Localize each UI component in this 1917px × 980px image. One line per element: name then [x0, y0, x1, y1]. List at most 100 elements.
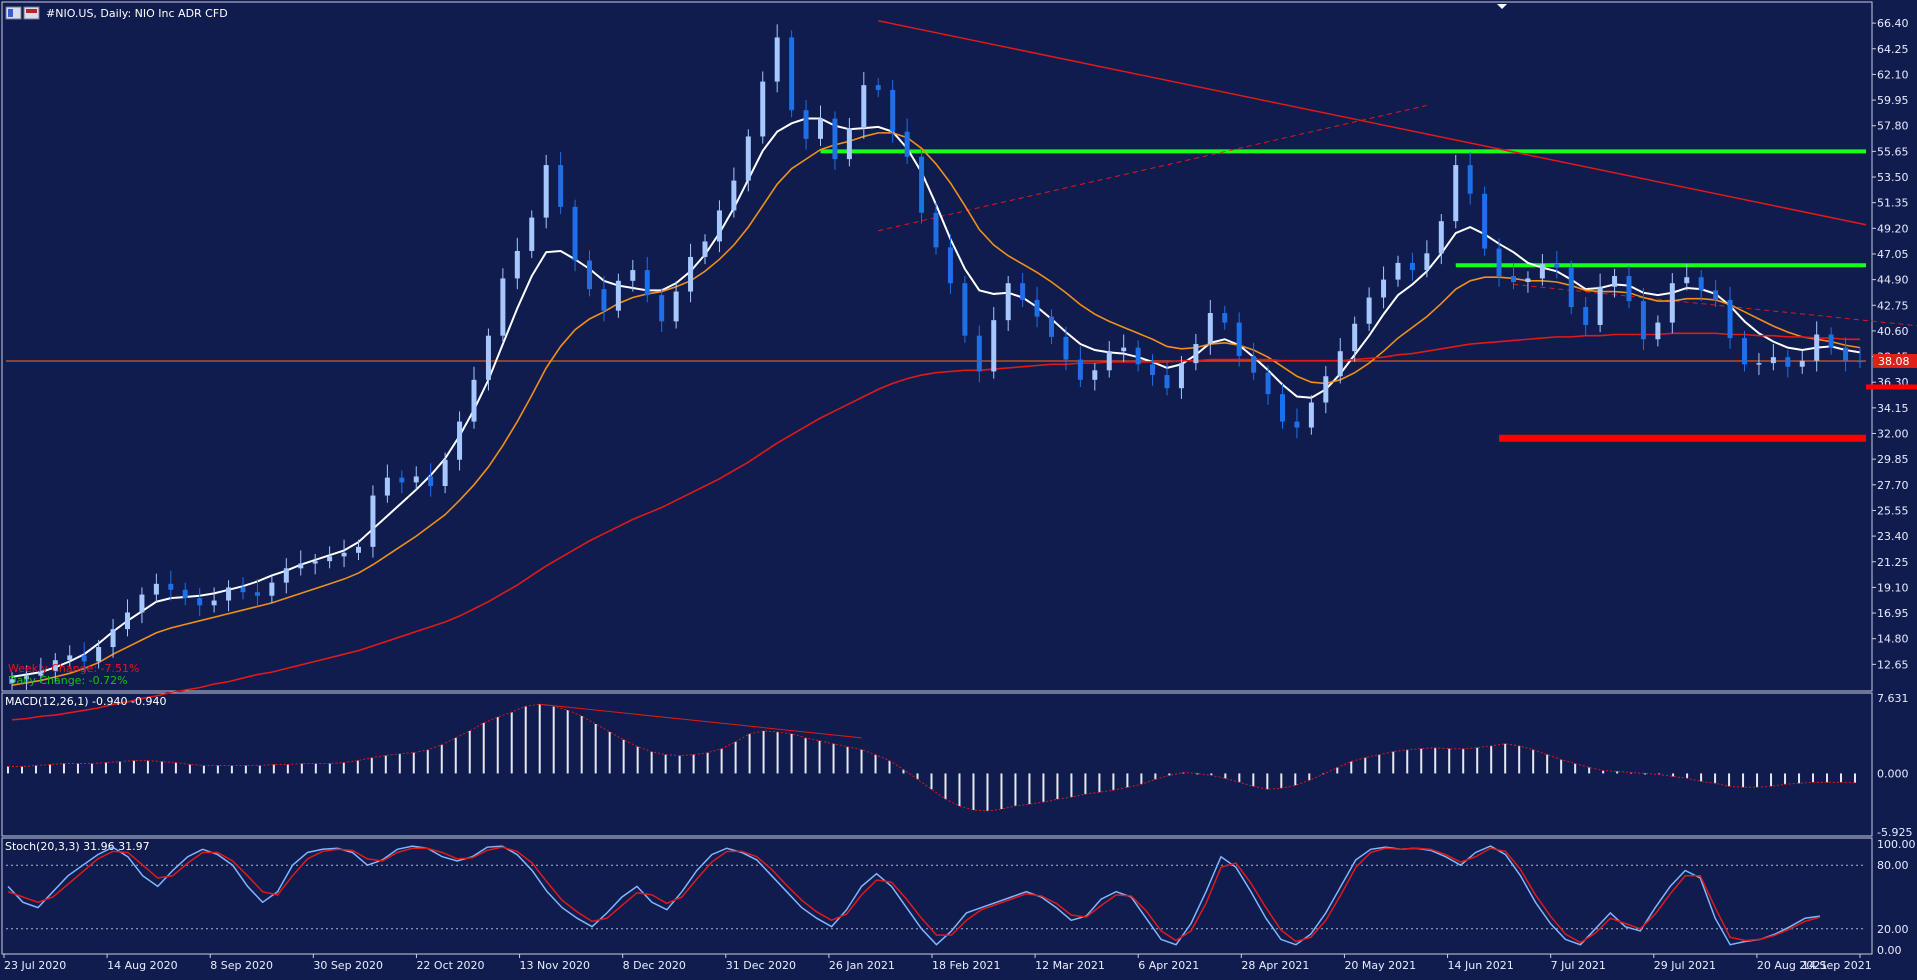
candle-body [760, 82, 765, 137]
candle-body [82, 655, 87, 661]
price-tick-label: 34.15 [1877, 402, 1909, 415]
candle-body [500, 278, 505, 335]
macd-bar [1784, 773, 1786, 784]
candle-body [1020, 283, 1025, 300]
macd-bar [511, 712, 513, 773]
candle-body [832, 119, 837, 160]
candle-body [1525, 278, 1530, 282]
macd-bar [1770, 773, 1772, 786]
candle-body [1150, 364, 1155, 375]
macd-bar [133, 761, 135, 774]
macd-bar [721, 749, 723, 774]
macd-bar [1252, 773, 1254, 786]
macd-bar [105, 763, 107, 774]
candle-body [1078, 360, 1083, 380]
macd-bar [595, 724, 597, 773]
macd-panel-frame [2, 693, 1872, 836]
price-tick-label: 16.95 [1877, 607, 1909, 620]
candle-body [515, 251, 520, 278]
macd-bar [1546, 755, 1548, 774]
macd-bar [986, 773, 988, 811]
candle-body [1294, 422, 1299, 428]
candle-body [356, 547, 361, 553]
macd-bar [875, 755, 877, 774]
macd-bar [1532, 750, 1534, 774]
macd-bar [1812, 773, 1814, 782]
macd-bar [707, 753, 709, 774]
macd-bar [287, 765, 289, 774]
candle-body [457, 422, 462, 460]
scroll-marker-icon[interactable] [1497, 4, 1507, 9]
macd-bar [1154, 773, 1156, 779]
price-tick-label: 29.85 [1877, 453, 1909, 466]
macd-bar [385, 756, 387, 774]
macd-bar [609, 732, 611, 774]
date-tick-label: 31 Dec 2020 [726, 959, 796, 972]
macd-bar [203, 766, 205, 774]
macd-bar [441, 745, 443, 774]
date-tick-label: 6 Apr 2021 [1138, 959, 1199, 972]
candle-body [1497, 249, 1502, 276]
trend-lines [878, 21, 1917, 353]
candle-body [919, 157, 924, 213]
price-tick-label: 32.00 [1877, 428, 1909, 441]
macd-bar [958, 773, 960, 806]
macd-bar [413, 753, 415, 774]
stoch-tick-label: 80.00 [1877, 859, 1909, 872]
candle-body [1713, 290, 1718, 300]
chart-window-icon[interactable] [6, 7, 39, 19]
price-tick-label: 40.60 [1877, 325, 1909, 338]
candle-body [298, 564, 303, 569]
candle-body [1179, 363, 1184, 388]
price-tick-label: 47.05 [1877, 248, 1909, 261]
candle-body [342, 553, 347, 557]
macd-bar [763, 731, 765, 774]
candle-body [630, 270, 635, 281]
macd-bar [245, 766, 247, 774]
macd-bar [1742, 773, 1744, 787]
date-tick-label: 18 Feb 2021 [932, 959, 1000, 972]
candle-body [934, 213, 939, 248]
candle-body [1092, 370, 1097, 380]
macd-bar [273, 765, 275, 774]
macd-bar [329, 764, 331, 774]
date-tick-label: 28 Apr 2021 [1241, 959, 1309, 972]
macd-bar [847, 747, 849, 774]
candle-body [674, 292, 679, 322]
candle-body [1829, 334, 1834, 347]
candle-body [789, 37, 794, 110]
macd-bar [1392, 752, 1394, 774]
current-price-text: 38.08 [1878, 355, 1910, 368]
macd-bar [1616, 771, 1618, 773]
macd-bar [1798, 773, 1800, 783]
window-icon-stripe [26, 9, 37, 13]
candle-body [212, 601, 217, 606]
candle-body [241, 587, 246, 592]
date-tick-label: 20 May 2021 [1344, 959, 1416, 972]
date-tick-label: 30 Sep 2020 [313, 959, 383, 972]
macd-bar [1224, 773, 1226, 778]
candle-body [67, 655, 72, 660]
macd-bar [371, 758, 373, 774]
macd-bar [1336, 768, 1338, 774]
macd-bar [483, 723, 485, 773]
date-tick-label: 7 Jul 2021 [1551, 959, 1606, 972]
candle-body [962, 283, 967, 335]
macd-bar [1308, 773, 1310, 780]
macd-bar [399, 754, 401, 774]
macd-bar [567, 710, 569, 773]
macd-bar [861, 750, 863, 774]
candle-body [558, 165, 563, 207]
price-tick-label: 49.20 [1877, 222, 1909, 235]
candle-body [977, 336, 982, 372]
macd-bar [455, 738, 457, 774]
candle-body [775, 37, 780, 81]
macd-bar [539, 704, 541, 773]
candle-body [1251, 356, 1256, 373]
price-tick-label: 42.75 [1877, 299, 1909, 312]
date-tick-label: 14 Sep 2021 [1802, 959, 1872, 972]
candle-body [645, 270, 650, 295]
date-tick-label: 14 Aug 2020 [107, 959, 177, 972]
price-tick-label: 25.55 [1877, 504, 1909, 517]
